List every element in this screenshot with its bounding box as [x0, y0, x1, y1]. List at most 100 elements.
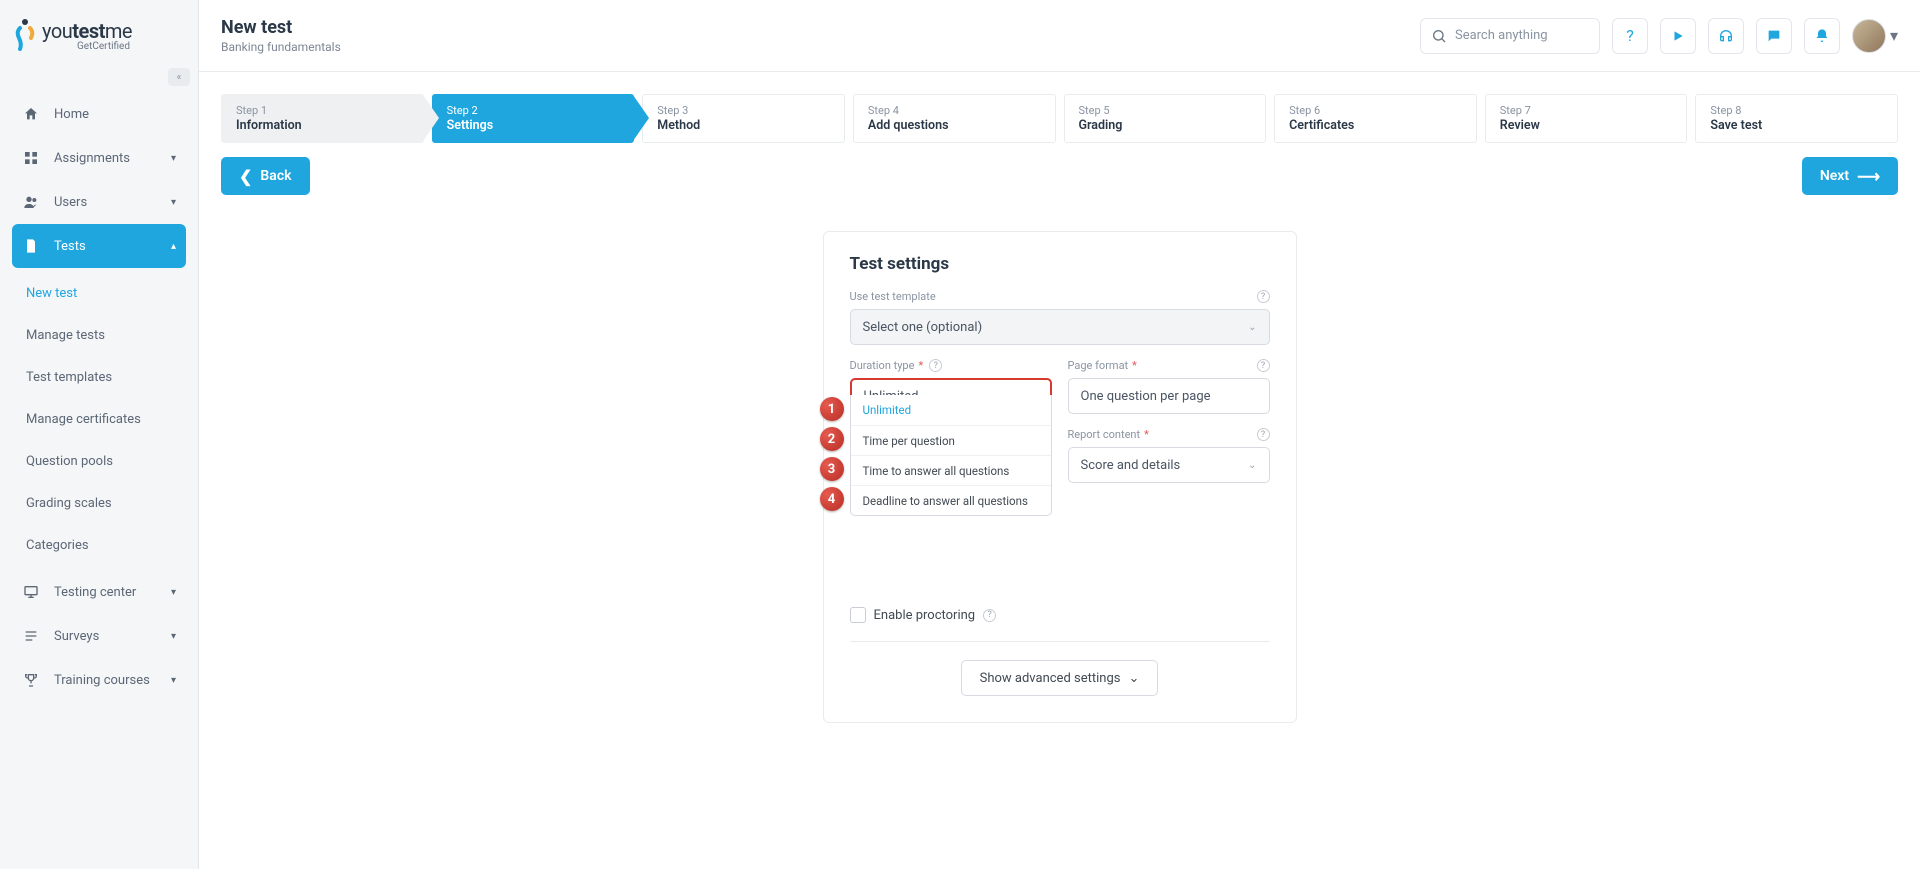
sidebar-item-training-courses[interactable]: Training courses ▾ — [12, 658, 186, 702]
sidebar-item-label: Surveys — [54, 629, 99, 644]
show-advanced-settings-button[interactable]: Show advanced settings ⌄ — [961, 660, 1159, 696]
step-settings[interactable]: Step 2 Settings — [432, 94, 635, 143]
step-save-test[interactable]: Step 8 Save test — [1695, 94, 1898, 143]
chevron-down-icon: ⌄ — [1248, 460, 1256, 471]
help-button[interactable]: ? — [1612, 18, 1648, 54]
avatar — [1852, 19, 1886, 53]
sidebar-sub-new-test[interactable]: New test — [12, 272, 186, 314]
page-subtitle: Banking fundamentals — [221, 40, 341, 54]
play-button[interactable] — [1660, 18, 1696, 54]
report-content-label: Report content * ? — [1068, 428, 1270, 441]
sidebar-item-home[interactable]: Home — [12, 92, 186, 136]
sidebar-item-surveys[interactable]: Surveys ▾ — [12, 614, 186, 658]
info-icon[interactable]: ? — [1257, 428, 1270, 441]
duration-dropdown: Unlimited Time per question Time to answ… — [850, 395, 1052, 516]
arrow-right-icon: ⟶ — [1857, 167, 1880, 186]
info-icon[interactable]: ? — [1257, 290, 1270, 303]
sidebar-item-label: Home — [54, 107, 89, 122]
sidebar-sub-grading-scales[interactable]: Grading scales — [12, 482, 186, 524]
sidebar-sub-test-templates[interactable]: Test templates — [12, 356, 186, 398]
sidebar: youtestme GetCertified « Home Assignment… — [0, 0, 199, 869]
chevron-down-icon: ▾ — [171, 587, 176, 598]
duration-option-time-all[interactable]: Time to answer all questions — [851, 455, 1051, 485]
sidebar-item-testing-center[interactable]: Testing center ▾ — [12, 570, 186, 614]
page-format-select[interactable]: One question per page — [1068, 378, 1270, 414]
test-settings-card: Test settings Use test template ? Select… — [823, 231, 1297, 723]
step-grading[interactable]: Step 5 Grading — [1064, 94, 1267, 143]
sidebar-item-tests[interactable]: Tests ▴ — [12, 224, 186, 268]
chevron-down-icon: ▾ — [1890, 26, 1898, 45]
sidebar-item-users[interactable]: Users ▾ — [12, 180, 186, 224]
enable-proctoring-row: Enable proctoring ? — [850, 607, 1270, 623]
sidebar-sub-manage-certificates[interactable]: Manage certificates — [12, 398, 186, 440]
step-method[interactable]: Step 3 Method — [642, 94, 845, 143]
duration-option-time-per-question[interactable]: Time per question — [851, 425, 1051, 455]
card-title: Test settings — [850, 254, 1270, 274]
sidebar-item-label: Testing center — [54, 585, 136, 600]
bell-icon — [1814, 28, 1830, 44]
sidebar-nav: Home Assignments ▾ Users ▾ Tests ▴ New t… — [0, 92, 198, 702]
step-review[interactable]: Step 7 Review — [1485, 94, 1688, 143]
sidebar-tests-submenu: New test Manage tests Test templates Man… — [12, 268, 186, 570]
chevron-down-icon: ▾ — [171, 631, 176, 642]
wizard-stepper: Step 1 Information Step 2 Settings Step … — [221, 94, 1898, 143]
chat-button[interactable] — [1756, 18, 1792, 54]
help-icon: ? — [1626, 26, 1634, 45]
sidebar-item-label: Users — [54, 195, 87, 210]
duration-option-unlimited[interactable]: Unlimited — [851, 395, 1051, 425]
sidebar-sub-question-pools[interactable]: Question pools — [12, 440, 186, 482]
logo-text: youtestme — [42, 19, 132, 43]
notifications-button[interactable] — [1804, 18, 1840, 54]
info-icon[interactable]: ? — [983, 609, 996, 622]
headset-icon — [1718, 28, 1734, 44]
duration-label: Duration type * ? — [850, 359, 1052, 372]
annotation-2: 2 — [820, 427, 844, 451]
step-information[interactable]: Step 1 Information — [221, 94, 424, 143]
list-icon — [22, 628, 40, 644]
next-button[interactable]: Next ⟶ — [1802, 157, 1898, 195]
main: New test Banking fundamentals Search any… — [199, 0, 1920, 869]
sidebar-item-label: Tests — [54, 239, 86, 254]
user-menu[interactable]: ▾ — [1852, 19, 1898, 53]
info-icon[interactable]: ? — [1257, 359, 1270, 372]
sidebar-sub-categories[interactable]: Categories — [12, 524, 186, 566]
chevron-down-icon: ▾ — [171, 153, 176, 164]
right-column: Page format * ? One question per page Re… — [1068, 359, 1270, 483]
info-icon[interactable]: ? — [929, 359, 942, 372]
tests-icon — [22, 238, 40, 254]
annotation-3: 3 — [820, 457, 844, 481]
proctoring-checkbox[interactable] — [850, 607, 866, 623]
duration-option-deadline[interactable]: Deadline to answer all questions — [851, 485, 1051, 515]
template-label: Use test template ? — [850, 290, 1270, 303]
grid-icon — [22, 150, 40, 166]
step-certificates[interactable]: Step 6 Certificates — [1274, 94, 1477, 143]
trophy-icon — [22, 672, 40, 688]
report-content-select[interactable]: Score and details ⌄ — [1068, 447, 1270, 483]
sidebar-item-assignments[interactable]: Assignments ▾ — [12, 136, 186, 180]
chevron-down-icon: ⌄ — [1248, 322, 1256, 333]
step-add-questions[interactable]: Step 4 Add questions — [853, 94, 1056, 143]
template-select[interactable]: Select one (optional) ⌄ — [850, 309, 1270, 345]
divider — [850, 641, 1270, 642]
proctoring-label: Enable proctoring — [874, 608, 976, 623]
content: Step 1 Information Step 2 Settings Step … — [199, 72, 1920, 869]
wizard-nav-buttons: ❮ Back Next ⟶ — [221, 157, 1898, 195]
home-icon — [22, 106, 40, 122]
sidebar-sub-manage-tests[interactable]: Manage tests — [12, 314, 186, 356]
duration-column: Duration type * ? Unlimited ⌄ Unlimited … — [850, 359, 1052, 483]
support-button[interactable] — [1708, 18, 1744, 54]
search-input[interactable]: Search anything — [1420, 18, 1600, 54]
play-icon — [1671, 29, 1685, 43]
search-icon — [1431, 28, 1447, 44]
sidebar-collapse-button[interactable]: « — [168, 68, 190, 86]
logo[interactable]: youtestme GetCertified — [0, 0, 198, 62]
back-button[interactable]: ❮ Back — [221, 157, 310, 195]
sidebar-item-label: Training courses — [54, 673, 150, 688]
chevron-down-icon: ▾ — [171, 675, 176, 686]
search-placeholder: Search anything — [1455, 28, 1548, 43]
monitor-icon — [22, 584, 40, 600]
chevron-up-icon: ▴ — [171, 241, 176, 252]
chevron-down-icon: ⌄ — [1128, 671, 1139, 686]
chevron-down-icon: ▾ — [171, 197, 176, 208]
arrow-left-icon: ❮ — [239, 167, 252, 186]
